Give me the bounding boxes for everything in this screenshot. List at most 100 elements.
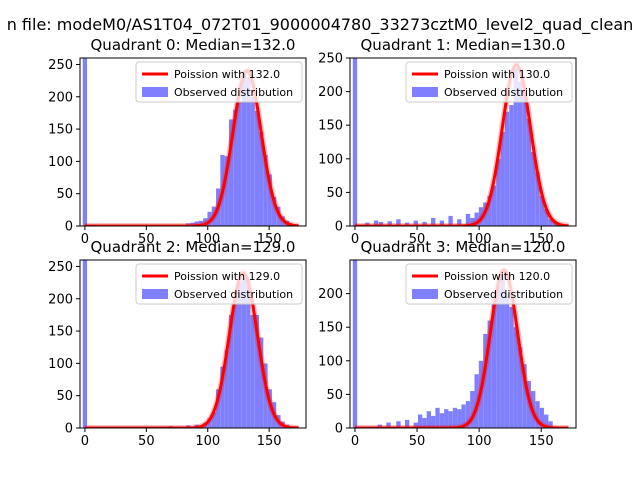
- histogram-bar: [474, 374, 479, 428]
- y-tick-label: 100: [48, 357, 73, 372]
- y-tick-label: 0: [335, 220, 343, 235]
- histogram-bar: [267, 389, 272, 428]
- histogram-bar: [377, 424, 382, 428]
- x-tick-label: 0: [351, 434, 359, 449]
- histogram-bar: [535, 172, 540, 226]
- legend-label-poisson: Poission with 132.0: [174, 68, 280, 81]
- histogram-bar: [517, 81, 523, 226]
- histogram-bar: [386, 422, 391, 428]
- legend-label-observed: Observed distribution: [444, 288, 563, 301]
- legend-label-poisson: Poission with 130.0: [444, 68, 550, 81]
- legend-box: [135, 61, 303, 103]
- histogram-bar: [457, 409, 462, 428]
- histogram-bar: [237, 101, 242, 226]
- legend: Poission with 120.0 Observed distribution: [405, 263, 573, 305]
- histogram-bar: [539, 407, 545, 428]
- histogram-bar: [544, 414, 549, 428]
- x-tick-label: 100: [467, 232, 492, 247]
- histogram-bar: [513, 68, 518, 226]
- x-tick-label: 150: [529, 232, 554, 247]
- histogram-bar: [373, 220, 379, 226]
- histogram-bar: [422, 417, 427, 428]
- figure-suptitle: n file: modeM0/AS1T04_072T01_9000004780_…: [7, 15, 634, 35]
- y-tick-label: 250: [318, 52, 343, 67]
- histogram-bar: [513, 327, 518, 428]
- y-tick-label: 150: [318, 119, 343, 134]
- legend-label-poisson: Poission with 129.0: [174, 270, 280, 283]
- histogram-bar: [417, 414, 423, 428]
- histogram-bar: [474, 212, 479, 226]
- histogram-bar: [487, 320, 492, 428]
- histogram-bar: [276, 206, 281, 226]
- histogram-bar: [435, 407, 440, 428]
- histogram-bar: [263, 154, 268, 226]
- histogram-bar: [396, 219, 401, 226]
- axes-frame: [349, 57, 577, 227]
- legend-bar-swatch: [412, 289, 438, 299]
- histogram-bar: [413, 220, 418, 226]
- histogram-bar: [404, 419, 410, 428]
- histogram-bar: [203, 218, 208, 226]
- histogram-bar: [250, 314, 255, 428]
- subplot-grid: 0 50 100 150 0 50 100 150 200 250 Quadrant 0: Medi…: [48, 36, 577, 449]
- histogram-bar: [509, 307, 514, 428]
- y-tick-label: 50: [326, 186, 343, 201]
- x-tick-label: 100: [195, 434, 220, 449]
- histogram-bar: [207, 211, 212, 226]
- legend-bar-swatch: [142, 87, 168, 97]
- y-tick-label: 250: [48, 260, 73, 275]
- x-tick-label: 150: [529, 434, 554, 449]
- histogram-bar: [198, 220, 204, 226]
- histogram-bar: [504, 111, 510, 226]
- x-tick-label: 50: [138, 232, 155, 247]
- subplot-quadrant-1: 0 50 100 150 0 50 100 150 200 250 Quadrant 1: Medi…: [318, 36, 577, 247]
- histogram-bar: [526, 380, 531, 428]
- histogram-bar: [250, 96, 255, 226]
- histogram-bar: [82, 58, 88, 226]
- histogram-bar: [548, 219, 553, 226]
- x-tick-label: 150: [257, 434, 282, 449]
- histogram-bar: [535, 401, 540, 428]
- y-tick-label: 50: [56, 389, 73, 404]
- legend-label-observed: Observed distribution: [174, 288, 293, 301]
- histogram-bar: [254, 110, 260, 226]
- y-tick-label: 200: [318, 85, 343, 100]
- histogram-bar: [530, 152, 536, 226]
- histogram-bar: [422, 221, 427, 226]
- y-tick-label: 150: [48, 325, 73, 340]
- y-tick-label: 200: [48, 90, 73, 105]
- subplot-quadrant-3: 0 50 100 150 0 50 100 150 200 Quadrant 3: Median=…: [318, 238, 577, 449]
- histogram-bar: [190, 222, 195, 226]
- legend-label-observed: Observed distribution: [174, 86, 293, 99]
- axes-frame: [79, 259, 307, 429]
- histogram-bar: [224, 350, 229, 428]
- x-tick-label: 0: [81, 434, 89, 449]
- histogram-bar: [470, 217, 475, 226]
- histogram-bar: [216, 389, 221, 428]
- histogram-bar: [413, 422, 418, 428]
- y-tick-label: 100: [318, 152, 343, 167]
- legend-box: [405, 263, 573, 305]
- histogram-bar: [539, 195, 545, 226]
- histogram-bar: [254, 314, 260, 428]
- legend-bar-swatch: [412, 87, 438, 97]
- histogram-bar: [396, 421, 401, 428]
- legend-bar-swatch: [142, 289, 168, 299]
- histogram-bar: [263, 363, 268, 428]
- histogram-bar: [431, 415, 436, 428]
- y-tick-label: 0: [65, 220, 73, 235]
- histogram-bar: [461, 404, 466, 428]
- histogram-bar: [431, 217, 436, 226]
- histogram-bar: [448, 215, 453, 226]
- histogram-bar: [426, 411, 432, 428]
- legend-box: [405, 61, 573, 103]
- histogram-bar: [491, 185, 497, 226]
- histogram-bar: [500, 131, 505, 226]
- legend-box: [135, 263, 303, 305]
- histogram-bar: [271, 196, 277, 226]
- histogram-bar: [241, 70, 247, 226]
- y-tick-label: 0: [335, 422, 343, 437]
- subplot-quadrant-2: 0 50 100 150 0 50 100 150 200 250 Quadrant 2: Medi…: [48, 238, 307, 449]
- histogram-bar: [241, 278, 247, 428]
